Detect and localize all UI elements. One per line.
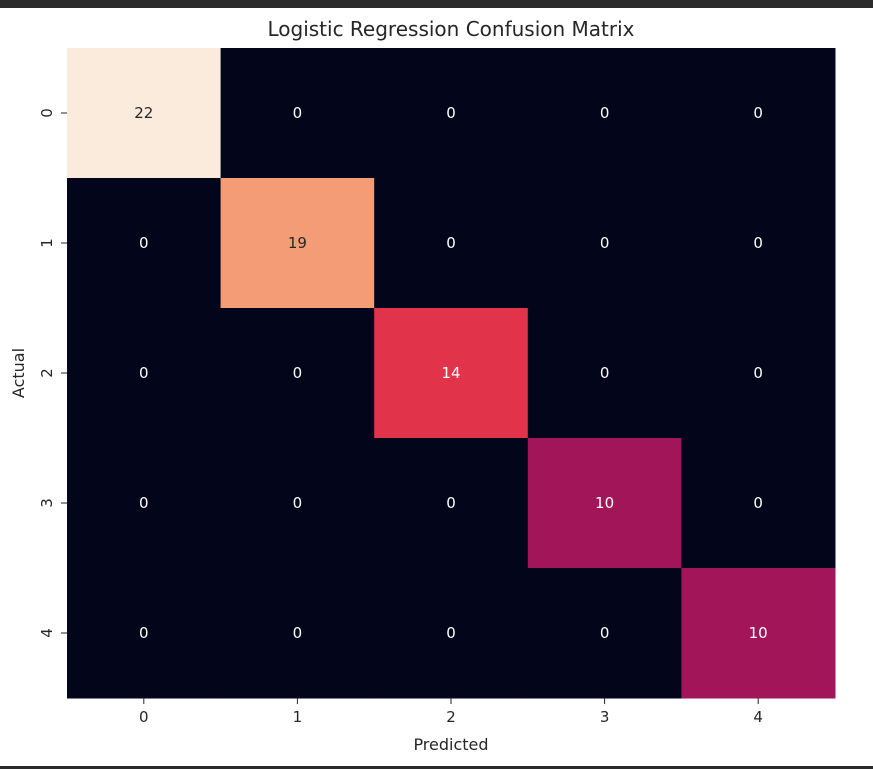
heatmap-cell [681, 568, 836, 699]
cell-value-label: 0 [446, 104, 456, 122]
cell-value-label: 19 [288, 234, 307, 252]
heatmap-cells [67, 48, 836, 699]
heatmap-cell-labels: 22 0 0 0 0 0 19 0 0 0 0 0 14 0 0 0 0 0 10 0 0 0 0 0 10 [134, 104, 767, 642]
cell-value-label: 0 [753, 104, 763, 122]
heatmap-cell [527, 48, 682, 179]
cell-value-label: 22 [134, 104, 153, 122]
y-tick-label: 4 [38, 628, 56, 638]
y-tick-label: 1 [38, 238, 56, 248]
heatmap-cell [220, 438, 375, 569]
y-tick-label: 2 [38, 368, 56, 378]
cell-value-label: 0 [753, 234, 763, 252]
heatmap-cell [374, 48, 529, 179]
heatmap-cell [67, 568, 222, 699]
cell-value-label: 0 [293, 104, 303, 122]
y-tick-label: 3 [38, 498, 56, 508]
cell-value-label: 0 [139, 494, 149, 512]
cell-value-label: 0 [293, 624, 303, 642]
cell-value-label: 0 [139, 364, 149, 382]
heatmap-cell [220, 178, 375, 309]
x-axis-ticks: 0 1 2 3 4 [139, 698, 763, 726]
heatmap-cell [67, 178, 222, 309]
cell-value-label: 0 [293, 364, 303, 382]
x-tick-label: 1 [293, 708, 303, 726]
cell-value-label: 14 [441, 364, 460, 382]
heatmap-cell [374, 178, 529, 309]
cell-value-label: 0 [600, 104, 610, 122]
cell-value-label: 0 [600, 624, 610, 642]
y-axis-label: Actual [9, 348, 28, 398]
heatmap-cell [220, 48, 375, 179]
heatmap-cell [374, 308, 529, 439]
heatmap-cell [681, 308, 836, 439]
heatmap-cell [220, 568, 375, 699]
heatmap-cell [374, 568, 529, 699]
y-axis-ticks: 0 1 2 3 4 [38, 108, 67, 638]
heatmap-cell [220, 308, 375, 439]
x-tick-label: 0 [139, 708, 149, 726]
top-dark-bar [0, 0, 873, 8]
heatmap-cell [67, 308, 222, 439]
heatmap-cell [681, 178, 836, 309]
cell-value-label: 0 [753, 494, 763, 512]
heatmap-cell [374, 438, 529, 569]
x-axis-label: Predicted [413, 735, 488, 754]
x-tick-label: 4 [753, 708, 763, 726]
cell-value-label: 0 [139, 624, 149, 642]
x-tick-label: 2 [446, 708, 456, 726]
cell-value-label: 10 [749, 624, 768, 642]
heatmap-cell [67, 48, 222, 179]
y-tick-label: 0 [38, 108, 56, 118]
x-tick-label: 3 [600, 708, 610, 726]
heatmap-cell [527, 178, 682, 309]
heatmap-cell [527, 438, 682, 569]
cell-value-label: 0 [139, 234, 149, 252]
cell-value-label: 0 [600, 234, 610, 252]
heatmap-cell [681, 48, 836, 179]
cell-value-label: 0 [753, 364, 763, 382]
heatmap-cell [67, 438, 222, 569]
heatmap-cell [681, 438, 836, 569]
cell-value-label: 0 [293, 494, 303, 512]
bottom-dark-rule [0, 766, 873, 769]
heatmap-cell [527, 308, 682, 439]
cell-value-label: 0 [446, 494, 456, 512]
heatmap-cell [527, 568, 682, 699]
cell-value-label: 0 [446, 624, 456, 642]
cell-value-label: 0 [446, 234, 456, 252]
cell-value-label: 10 [595, 494, 614, 512]
chart-title: Logistic Regression Confusion Matrix [267, 17, 634, 41]
cell-value-label: 0 [600, 364, 610, 382]
